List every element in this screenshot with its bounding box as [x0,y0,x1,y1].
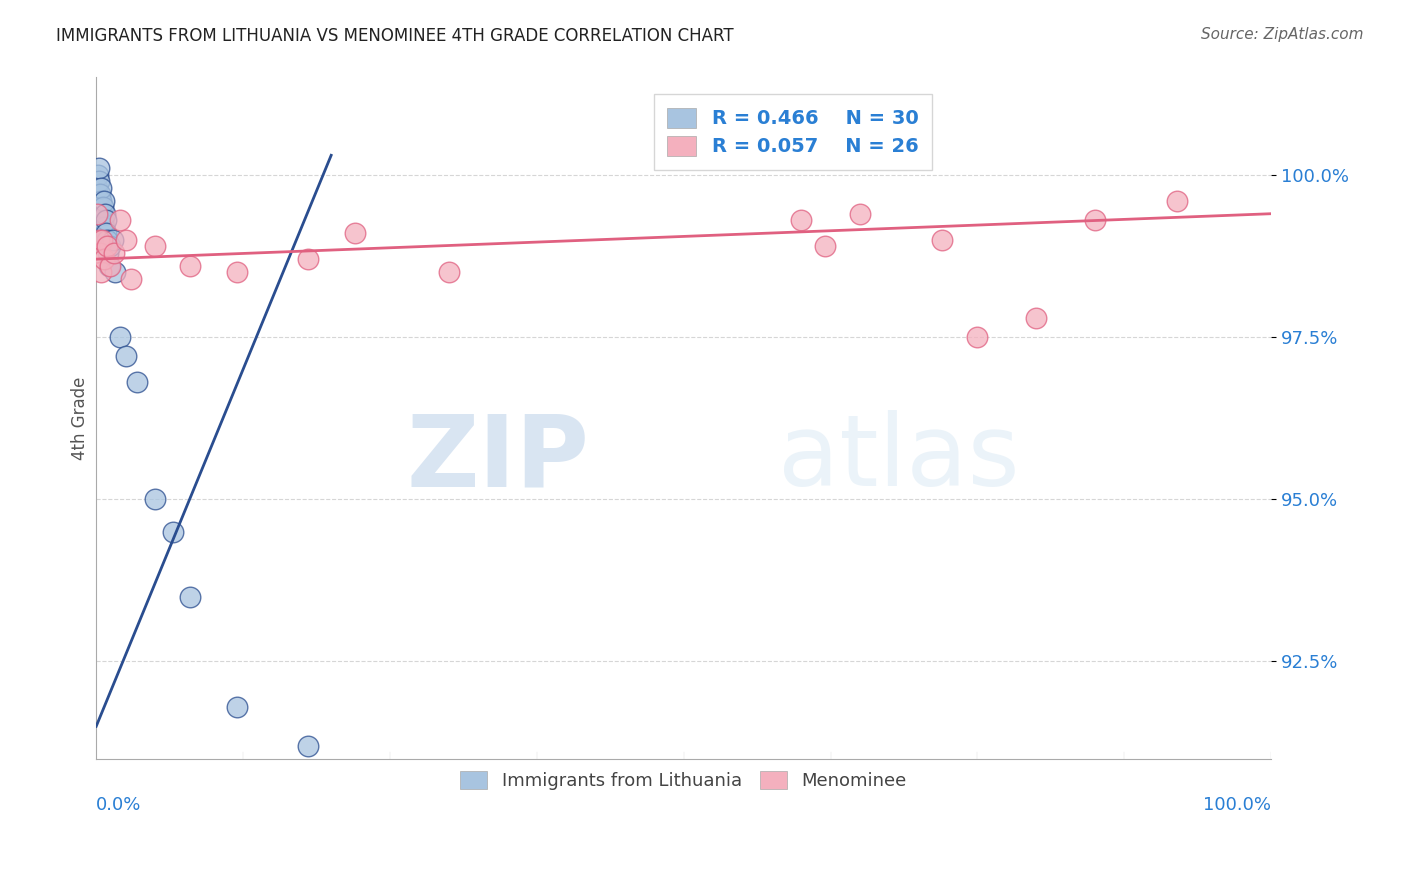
Point [98,259,121,273]
Point [143,239,166,253]
Point [93,194,115,208]
Point [1166,194,1188,208]
Point [114,350,136,364]
Point [297,252,319,267]
Point [98,239,121,253]
Point [97,245,120,260]
Point [931,233,953,247]
Point [91,200,114,214]
Text: 100.0%: 100.0% [1204,797,1271,814]
Point [93,252,115,267]
Point [114,233,136,247]
Point [98,259,121,273]
Point [108,330,131,344]
Point [87,174,110,188]
Point [103,245,125,260]
Point [89,187,111,202]
Text: Source: ZipAtlas.com: Source: ZipAtlas.com [1201,27,1364,42]
Point [120,271,142,285]
Point [94,207,117,221]
Point [89,200,111,214]
Point [87,168,110,182]
Point [96,226,118,240]
Point [849,207,872,221]
Point [104,265,127,279]
Point [90,265,112,279]
Point [93,219,115,234]
Point [143,492,166,507]
Point [343,226,366,240]
Point [179,259,201,273]
Point [1025,310,1047,325]
Legend: Immigrants from Lithuania, Menominee: Immigrants from Lithuania, Menominee [453,764,914,797]
Text: atlas: atlas [778,410,1019,508]
Point [437,265,460,279]
Point [94,213,117,227]
Point [86,207,108,221]
Text: ZIP: ZIP [406,410,589,508]
Point [91,233,114,247]
Point [96,233,118,247]
Text: 0.0%: 0.0% [96,797,142,814]
Point [90,194,112,208]
Point [87,233,110,247]
Point [226,265,249,279]
Point [101,233,124,247]
Point [91,213,114,227]
Point [96,239,118,253]
Point [162,524,184,539]
Y-axis label: 4th Grade: 4th Grade [72,376,89,459]
Point [790,213,813,227]
Text: IMMIGRANTS FROM LITHUANIA VS MENOMINEE 4TH GRADE CORRELATION CHART: IMMIGRANTS FROM LITHUANIA VS MENOMINEE 4… [56,27,734,45]
Point [90,180,112,194]
Point [86,180,108,194]
Point [297,739,319,753]
Point [226,699,249,714]
Point [814,239,837,253]
Point [91,207,114,221]
Point [87,161,110,176]
Point [127,376,149,390]
Point [179,590,201,604]
Point [1084,213,1107,227]
Point [89,245,111,260]
Point [966,330,988,344]
Point [108,213,131,227]
